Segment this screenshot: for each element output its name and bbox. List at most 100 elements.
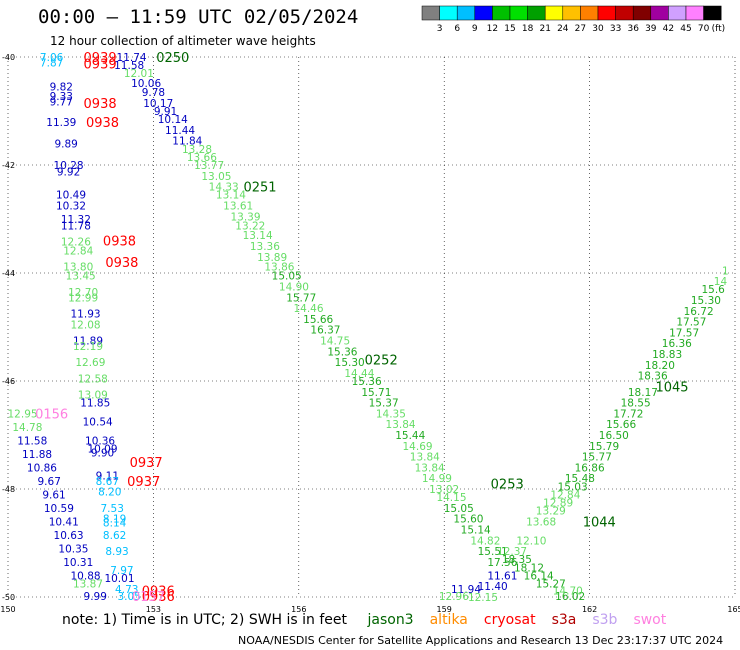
wave-height-point: 10.41: [49, 516, 79, 528]
wave-height-point: 12.08: [71, 319, 101, 331]
wave-height-point: 12.19: [73, 341, 103, 353]
wave-height-point: 13.36: [250, 241, 280, 253]
wave-height-point: 12.99: [68, 292, 98, 304]
y-tick-label: -40: [2, 53, 15, 62]
wave-height-point: 11.32: [61, 214, 91, 226]
wave-height-point: 13.28: [182, 144, 212, 156]
wave-height-point: 12.15: [468, 592, 498, 604]
wave-height-point: 11.40: [478, 581, 508, 593]
wave-height-point: 15.27: [536, 579, 566, 591]
legend-swatch: [668, 5, 687, 21]
wave-height-point: 10.59: [44, 503, 74, 515]
wave-height-point: 13.29: [536, 506, 566, 518]
wave-height-point: 7.97: [110, 565, 133, 577]
page-title: 00:00 – 11:59 UTC 02/05/2024: [38, 6, 359, 28]
pass-time-label: 0938: [105, 256, 138, 271]
wave-height-point: 14.75: [320, 336, 350, 348]
y-tick-label: -42: [2, 161, 15, 170]
note-text: note: 1) Time is in UTC; 2) SWH is in fe…: [62, 612, 348, 628]
pass-time-label: 1045: [655, 380, 688, 395]
wave-height-point: 14.99: [422, 473, 452, 485]
wave-height-point: 13.14: [216, 190, 246, 202]
legend-swatch: [509, 5, 528, 21]
axis-ticks: 150 153 156 159 162 165 -40 -42 -44 -46 -48 -50: [0, 53, 740, 614]
wave-height-point: 9.91: [154, 106, 177, 118]
wave-height-point: 8.93: [105, 546, 128, 558]
wave-height-point: 15.30: [335, 357, 365, 369]
wave-height-point: 9.11: [96, 471, 119, 483]
legend-swatch: [580, 5, 599, 21]
wave-height-point: 7.53: [101, 503, 124, 515]
wave-height-point: 10.31: [63, 557, 93, 569]
wave-height-point: 8.67: [96, 476, 119, 488]
wave-height-point: 18.55: [621, 398, 651, 410]
wave-height-point: 15.36: [352, 376, 382, 388]
wave-height-point: 16.14: [524, 570, 554, 582]
x-tick-label: 159: [437, 605, 452, 614]
wave-height-point: 15.30: [691, 295, 721, 307]
wave-height-point: 17.72: [613, 408, 643, 420]
wave-height-point: 18.83: [652, 349, 682, 361]
legend-swatch: [597, 5, 616, 21]
wave-height-point: 11.58: [114, 60, 144, 72]
wave-height-point: 8.14: [103, 517, 127, 529]
wave-height-point: 14.82: [470, 535, 500, 547]
wave-height-point: 18.12: [514, 562, 544, 574]
wave-height-point: 15.51: [478, 546, 508, 558]
wave-height-point: 16.02: [555, 591, 585, 603]
wave-height-point: 14.78: [12, 422, 42, 434]
pass-time-label: 0938: [103, 235, 136, 250]
wave-height-point: 14: [714, 276, 728, 288]
wave-height-point: 13.84: [386, 419, 416, 431]
wave-height-point: 15.77: [582, 452, 612, 464]
wave-height-point: 15.37: [369, 398, 399, 410]
wave-height-point: 12.89: [543, 498, 573, 510]
wave-height-point: 7.06: [40, 52, 64, 64]
wave-height-point: 13.39: [230, 211, 260, 223]
wave-height-point: 11.44: [165, 125, 195, 137]
pass-time-label: 0937: [130, 456, 163, 471]
wave-height-point: 10.49: [56, 190, 86, 202]
wave-height-point: 7.87: [40, 57, 63, 69]
wave-height-point: 12.37: [497, 546, 527, 558]
wave-height-point: 13.02: [429, 484, 459, 496]
wave-height-point: 14.33: [209, 182, 239, 194]
wave-height-point: 15.77: [286, 292, 316, 304]
legend-swatch: [615, 5, 634, 21]
wave-height-point: 17.57: [669, 327, 699, 339]
legend-label: 21: [539, 24, 550, 34]
wave-height-point: 13.45: [66, 271, 96, 283]
pass-time-label: 0253: [491, 478, 524, 493]
legend-label: 36: [627, 24, 639, 34]
wave-height-point: 11.61: [487, 570, 517, 582]
wave-height-point: 14.44: [344, 368, 374, 380]
pass-time-label: 0252: [365, 353, 398, 368]
wave-height-point: 12.26: [61, 237, 91, 249]
wave-height-point: 12.58: [78, 373, 108, 385]
wave-height-point: 11.78: [61, 220, 91, 232]
wave-height-point: 10.06: [131, 78, 161, 90]
wave-height-point: 12.69: [75, 357, 105, 369]
satellite-swot: swot: [633, 612, 667, 628]
wave-height-point: 13.68: [526, 516, 556, 528]
wave-height-point: 9.77: [50, 96, 73, 108]
wave-height-point: 10.35: [58, 543, 88, 555]
legend-swatch: [492, 5, 511, 21]
wave-height-point: 11.93: [71, 309, 101, 321]
wave-height-point: 12.01: [124, 68, 154, 80]
wave-height-point: 17.57: [676, 317, 706, 329]
wave-height-point: 18.35: [502, 554, 532, 566]
wave-height-point: 9.33: [50, 91, 73, 103]
x-tick-label: 156: [291, 605, 306, 614]
legend-swatch: [456, 5, 476, 21]
color-legend: 3 6 9 12 15 18 21 24 27 30 33 36 39 42 45 70 (ft): [421, 5, 725, 34]
wave-height-point: 9.89: [54, 138, 77, 150]
wave-height-point: 13.22: [235, 220, 265, 232]
x-tick-label: 153: [146, 605, 161, 614]
wave-height-point: 12.70: [68, 287, 98, 299]
legend-swatch: [632, 5, 652, 21]
pass-time-label: 0251: [243, 181, 276, 196]
legend-swatch: [685, 5, 704, 21]
legend-swatch: [474, 5, 493, 21]
